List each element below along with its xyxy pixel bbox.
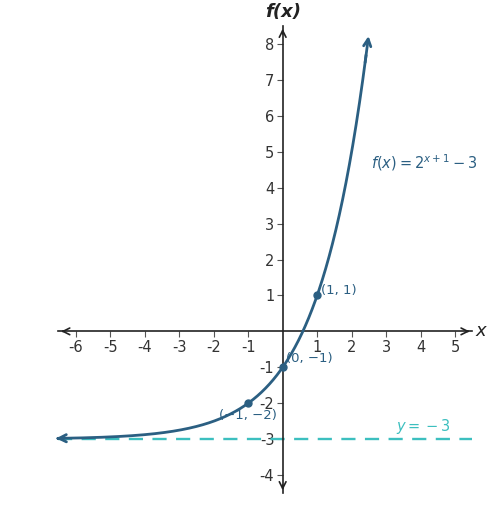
Text: (1, 1): (1, 1) <box>320 284 356 297</box>
Text: x: x <box>475 322 486 340</box>
Text: f(x): f(x) <box>264 3 300 21</box>
Text: (0, −1): (0, −1) <box>286 352 333 365</box>
Text: $f(x) = 2^{x + 1} - 3$: $f(x) = 2^{x + 1} - 3$ <box>371 152 477 173</box>
Text: (−1, −2): (−1, −2) <box>219 408 277 421</box>
Text: $y = -3$: $y = -3$ <box>396 417 451 436</box>
